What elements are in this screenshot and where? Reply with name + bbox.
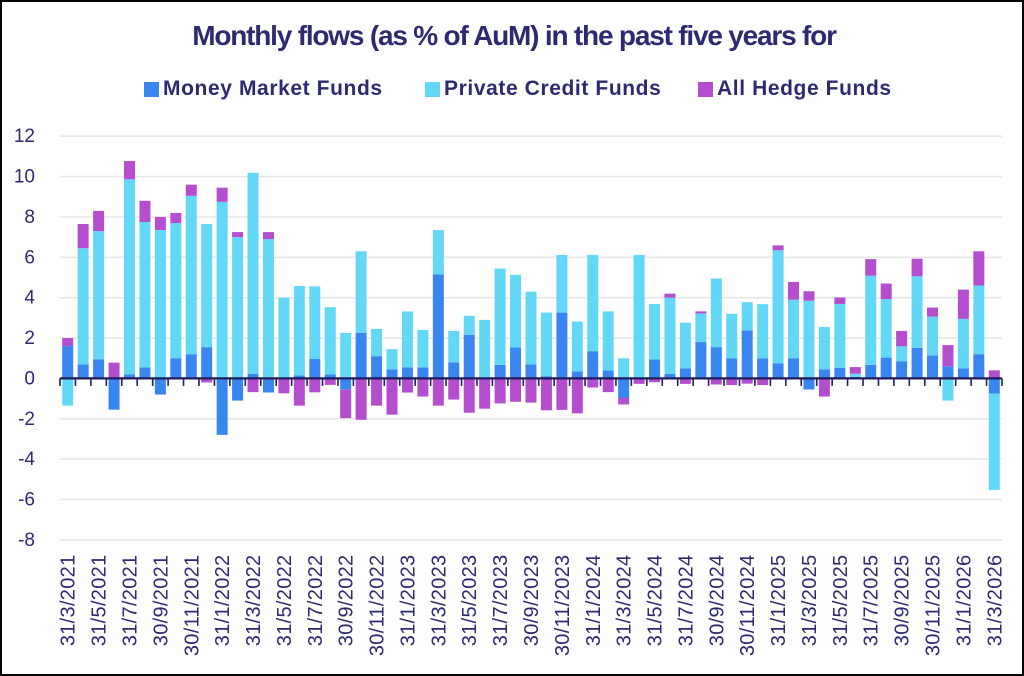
svg-text:10: 10 [14, 167, 35, 188]
svg-text:12: 12 [14, 126, 35, 147]
svg-text:31/1/2025: 31/1/2025 [768, 555, 790, 647]
svg-text:31/3/2022: 31/3/2022 [243, 555, 265, 647]
svg-text:-2: -2 [18, 409, 35, 430]
svg-text:31/3/2025: 31/3/2025 [799, 555, 821, 647]
svg-text:31/7/2023: 31/7/2023 [490, 555, 512, 647]
svg-text:30/11/2024: 30/11/2024 [737, 555, 759, 657]
svg-text:31/5/2024: 31/5/2024 [645, 555, 667, 647]
svg-text:31/1/2024: 31/1/2024 [583, 555, 605, 647]
svg-text:31/3/2024: 31/3/2024 [614, 555, 636, 647]
svg-text:30/9/2023: 30/9/2023 [521, 555, 543, 647]
svg-text:31/5/2021: 31/5/2021 [89, 555, 111, 647]
svg-text:31/3/2026: 31/3/2026 [984, 555, 1006, 647]
svg-text:30/11/2025: 30/11/2025 [923, 555, 945, 657]
svg-text:31/7/2024: 31/7/2024 [675, 555, 697, 647]
svg-text:2: 2 [24, 328, 35, 349]
svg-text:31/5/2025: 31/5/2025 [830, 555, 852, 647]
svg-text:31/1/2023: 31/1/2023 [397, 555, 419, 647]
svg-text:30/9/2021: 30/9/2021 [150, 555, 172, 647]
svg-text:30/11/2021: 30/11/2021 [181, 555, 203, 657]
svg-text:4: 4 [24, 288, 35, 309]
svg-text:30/11/2022: 30/11/2022 [367, 555, 389, 657]
svg-text:31/5/2022: 31/5/2022 [274, 555, 296, 647]
svg-text:30/9/2024: 30/9/2024 [706, 555, 728, 647]
svg-text:0: 0 [24, 368, 35, 389]
svg-text:-6: -6 [18, 490, 35, 511]
svg-text:8: 8 [24, 207, 35, 228]
svg-text:-8: -8 [18, 530, 35, 551]
svg-text:31/1/2026: 31/1/2026 [953, 555, 975, 647]
svg-text:30/9/2022: 30/9/2022 [336, 555, 358, 647]
svg-text:30/9/2025: 30/9/2025 [892, 555, 914, 647]
svg-text:31/1/2022: 31/1/2022 [212, 555, 234, 647]
svg-text:6: 6 [24, 247, 35, 268]
svg-text:31/3/2021: 31/3/2021 [58, 555, 80, 647]
svg-text:31/7/2025: 31/7/2025 [861, 555, 883, 647]
svg-text:31/7/2022: 31/7/2022 [305, 555, 327, 647]
svg-text:-4: -4 [18, 449, 35, 470]
svg-text:30/11/2023: 30/11/2023 [552, 555, 574, 657]
svg-text:31/3/2023: 31/3/2023 [428, 555, 450, 647]
svg-text:31/7/2021: 31/7/2021 [119, 555, 141, 647]
svg-text:31/5/2023: 31/5/2023 [459, 555, 481, 647]
